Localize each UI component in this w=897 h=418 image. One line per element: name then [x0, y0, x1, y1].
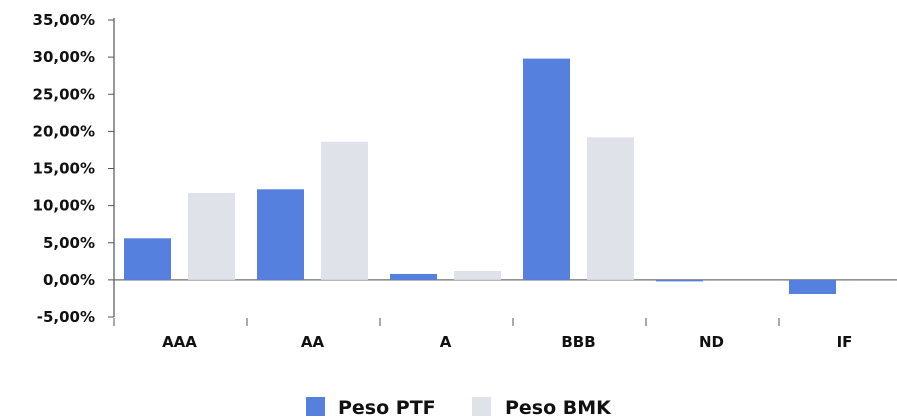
x-tick-label: IF	[837, 333, 853, 351]
bar-peso-ptf-if	[789, 279, 836, 294]
chart-bars	[124, 58, 836, 294]
x-tick-label: AAA	[162, 333, 197, 351]
y-tick-label: 15,00%	[33, 160, 95, 178]
y-tick-label: -5,00%	[37, 308, 95, 326]
legend-swatch	[306, 397, 325, 416]
bar-peso-bmk-aaa	[188, 193, 235, 280]
y-axis-tick-labels: -5,00% 0,00% 5,00% 10,00% 15,00% 20,00% 25,00%…	[33, 11, 95, 326]
legend-label: Peso BMK	[505, 397, 612, 418]
legend-label: Peso PTF	[338, 397, 436, 418]
bar-peso-ptf-nd	[656, 279, 703, 282]
legend-swatch	[472, 397, 491, 416]
bar-peso-bmk-bbb	[587, 137, 634, 280]
chart-legend: Peso PTF Peso BMK	[306, 397, 612, 418]
x-tick-label: A	[440, 333, 452, 351]
bar-peso-ptf-a	[390, 273, 437, 280]
bar-peso-ptf-aaa	[124, 238, 171, 280]
x-axis-tick-labels: AAA AA A BBB ND IF	[162, 333, 852, 351]
y-tick-label: 10,00%	[33, 197, 95, 215]
bar-peso-ptf-aa	[257, 189, 304, 280]
y-tick-label: 25,00%	[33, 85, 95, 103]
x-tick-label: BBB	[561, 333, 595, 351]
bar-peso-ptf-bbb	[523, 58, 570, 280]
chart-axes	[108, 18, 897, 326]
x-tick-label: ND	[699, 333, 724, 351]
y-tick-label: 20,00%	[33, 122, 95, 140]
y-tick-label: 5,00%	[43, 234, 95, 252]
bar-peso-bmk-a	[454, 270, 501, 280]
x-tick-label: AA	[301, 333, 325, 351]
y-tick-label: 0,00%	[43, 271, 95, 289]
y-tick-label: 30,00%	[33, 48, 95, 66]
y-tick-label: 35,00%	[33, 11, 95, 29]
bar-peso-bmk-aa	[321, 141, 368, 280]
